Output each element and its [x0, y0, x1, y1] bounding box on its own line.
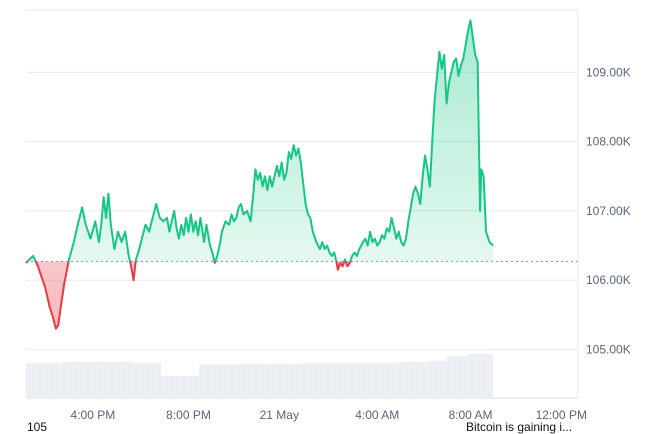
volume-bars: [26, 330, 494, 398]
x-tick-label: 8:00 PM: [166, 408, 211, 422]
news-ticker-link[interactable]: Bitcoin is gaining i...: [466, 420, 573, 434]
price-line-up: [25, 19, 494, 262]
x-tick-label: 4:00 PM: [71, 408, 116, 422]
y-axis-labels: 109.00K 108.00K 107.00K 106.00K 105.00K: [586, 65, 631, 356]
y-tick-label: 106.00K: [586, 273, 631, 287]
y-tick-label: 108.00K: [586, 135, 631, 149]
price-area-up: [26, 20, 494, 262]
y-tick-label: 109.00K: [586, 65, 631, 79]
x-tick-label: 4:00 AM: [355, 408, 399, 422]
x-tick-label: 21 May: [260, 408, 299, 422]
volume-area: [26, 351, 494, 398]
x-tick-label: 12:00 PM: [536, 408, 587, 422]
price-line: [25, 19, 494, 330]
x-tick-label: 8:00 AM: [448, 408, 492, 422]
footer-left-text: 105: [27, 420, 48, 434]
y-tick-label: 107.00K: [586, 204, 631, 218]
price-line-down: [25, 261, 352, 330]
x-axis-labels: 4:00 PM 8:00 PM 21 May 4:00 AM 8:00 AM 12:00 …: [71, 408, 587, 422]
y-tick-label: 105.00K: [586, 343, 631, 357]
